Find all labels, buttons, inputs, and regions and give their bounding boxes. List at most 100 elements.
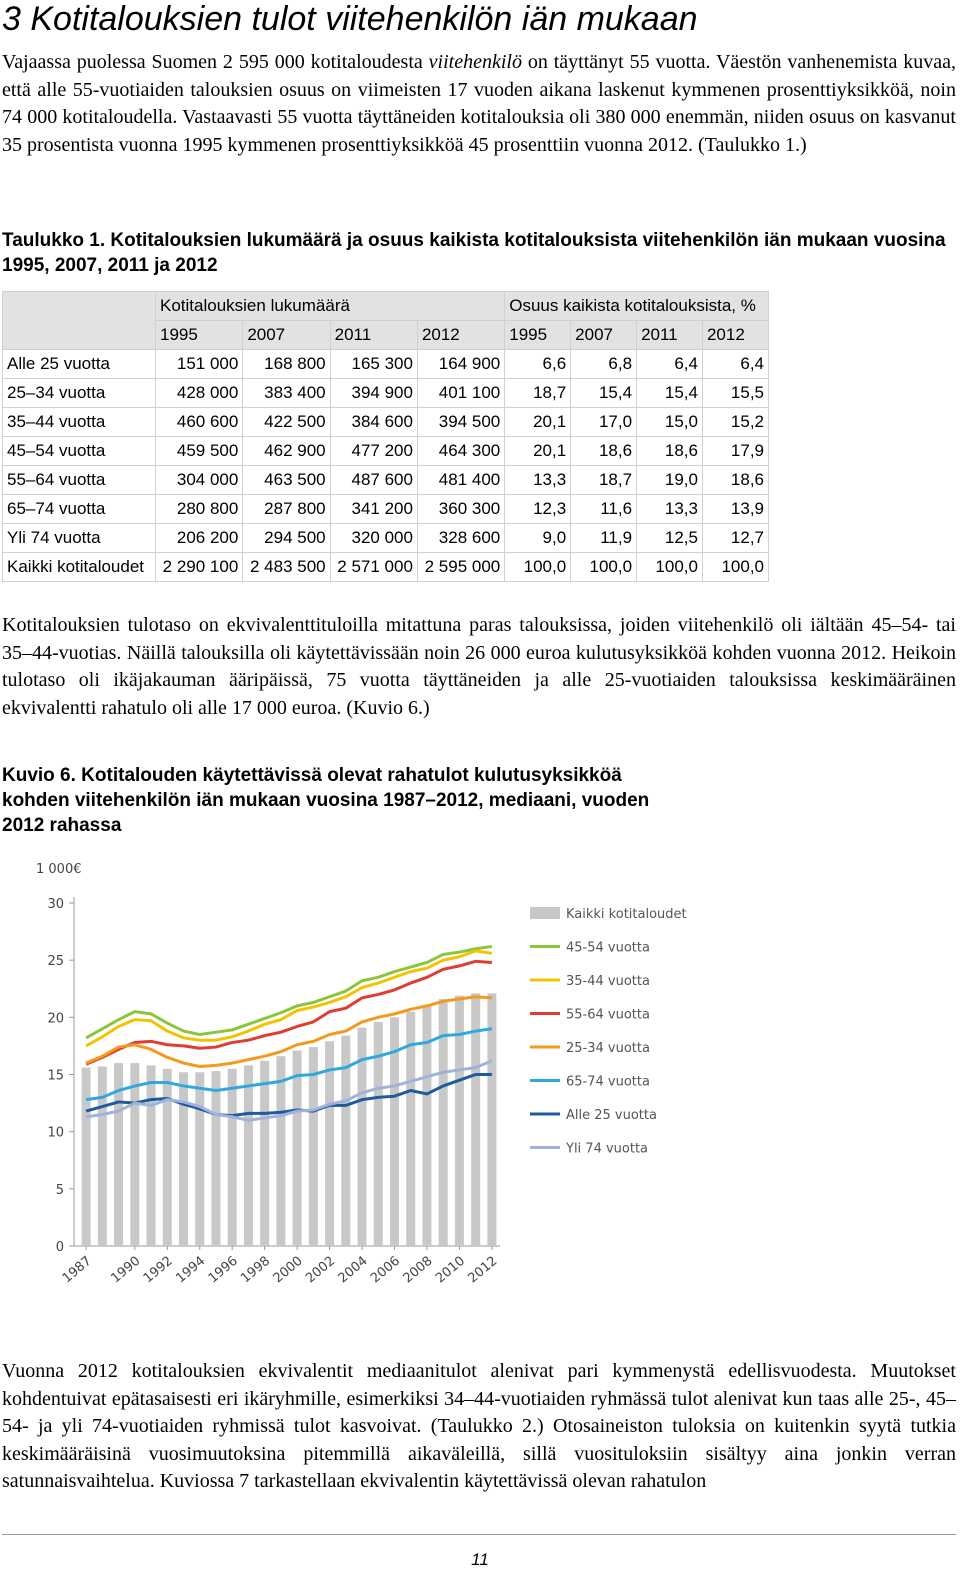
bar <box>211 1071 221 1246</box>
x-tick-label: 1998 <box>238 1254 273 1287</box>
x-tick-label: 2012 <box>465 1254 500 1287</box>
table-cell: 15,0 <box>636 407 703 437</box>
table-cell: 463 500 <box>242 465 331 495</box>
x-tick-label: 2002 <box>303 1254 338 1287</box>
table-cell: 18,7 <box>570 465 638 495</box>
bar <box>97 1066 107 1246</box>
year-header: 2007 <box>242 320 331 350</box>
table-cell: 17,9 <box>701 436 770 466</box>
table-row: 65–74 vuotta 280 800 287 800 341 200 360 300… <box>2 494 770 524</box>
x-tick-label: 2010 <box>433 1254 468 1287</box>
table-cell: 422 500 <box>242 407 331 437</box>
paragraph: Vajaassa puolessa Suomen 2 595 000 kotit… <box>2 49 956 159</box>
line-series <box>85 995 492 1068</box>
x-tick-label: 2006 <box>368 1254 403 1287</box>
table-cell: 477 200 <box>329 436 418 466</box>
bar <box>276 1056 286 1246</box>
table-cell: 9,0 <box>504 523 572 553</box>
bar <box>292 1050 302 1246</box>
table-cell: 464 300 <box>416 436 506 466</box>
header-row: Kotitalouksien lukumäärä Osuus kaikista k… <box>2 291 769 350</box>
bar <box>471 993 481 1246</box>
bar <box>390 1017 399 1246</box>
bar <box>308 1047 318 1246</box>
bar <box>243 1065 253 1246</box>
table-cell: 394 900 <box>329 378 418 408</box>
year-header: 2012 <box>701 320 770 350</box>
figure-caption: Kuvio 6. Kotitalouden käytettävissä olev… <box>2 765 650 836</box>
table-cell: 151 000 <box>154 349 244 379</box>
line-series <box>85 1027 493 1102</box>
table-cell: 328 600 <box>416 523 506 553</box>
table-cell: 18,6 <box>701 465 770 495</box>
legend-label: Kaikki kotitaloudet <box>566 907 687 922</box>
row-label: Kaikki kotitaloudet <box>2 552 156 582</box>
table-cell: 384 600 <box>329 407 418 437</box>
table-cell: 2 290 100 <box>154 552 244 582</box>
legend-label: 55-64 vuotta <box>566 1008 650 1023</box>
bar <box>227 1068 237 1246</box>
legend-label: Alle 25 vuotta <box>566 1108 657 1123</box>
legend-label: 35-44 vuotta <box>566 974 650 989</box>
table-cell: 6,4 <box>636 349 703 379</box>
table-cell: 165 300 <box>329 349 418 379</box>
table-cell: 13,3 <box>504 465 572 495</box>
table-cell: 6,4 <box>701 349 770 379</box>
bar <box>162 1068 172 1246</box>
bar <box>325 1041 335 1246</box>
bar <box>81 1067 91 1246</box>
row-label: 45–54 vuotta <box>2 436 156 466</box>
x-tick-label: 2000 <box>271 1254 306 1287</box>
table-cell: 20,1 <box>504 436 572 466</box>
table-cell: 18,7 <box>504 378 572 408</box>
table-cell: 6,8 <box>570 349 638 379</box>
table-cell: 11,6 <box>570 494 638 524</box>
table-cell: 164 900 <box>416 349 506 379</box>
table-cell: 394 500 <box>416 407 506 437</box>
table-cell: 360 300 <box>416 494 506 524</box>
year-header: 1995 <box>504 320 572 350</box>
table-cell: 487 600 <box>329 465 418 495</box>
y-tick-label: 5 <box>56 1183 64 1198</box>
legend-label: 65-74 vuotta <box>566 1075 650 1090</box>
table-cell: 15,2 <box>701 407 770 437</box>
table-cell: 100,0 <box>701 552 770 582</box>
table-cell: 304 000 <box>154 465 244 495</box>
bar <box>373 1021 383 1246</box>
legend-label: Yli 74 vuotta <box>565 1142 648 1157</box>
x-tick-label: 2008 <box>401 1254 436 1287</box>
table-row: 45–54 vuotta 459 500 462 900 477 200 464 300… <box>2 436 770 466</box>
table-cell: 19,0 <box>636 465 703 495</box>
table-row: 25–34 vuotta 428 000 383 400 394 900 401 100… <box>2 378 770 408</box>
page-number: 11 <box>471 1550 489 1569</box>
table-row: 35–44 vuotta 460 600 422 500 384 600 394 500… <box>2 407 770 437</box>
table-cell: 17,0 <box>570 407 638 437</box>
table-cell: 460 600 <box>154 407 244 437</box>
bar <box>146 1065 156 1246</box>
y-tick-label: 0 <box>56 1240 64 1255</box>
row-label: Yli 74 vuotta <box>2 523 156 553</box>
page-title: 3 Kotitalouksien tulot viitehenkilön iän… <box>2 0 698 38</box>
bar <box>195 1072 205 1246</box>
y-tick-label: 10 <box>47 1126 64 1141</box>
y-tick-label: 25 <box>47 954 64 969</box>
year-header: 2011 <box>636 320 703 350</box>
bar <box>422 1005 432 1246</box>
row-label: 65–74 vuotta <box>2 494 156 524</box>
group-header: Osuus kaikista kotitalouksista, % <box>504 291 769 321</box>
year-header: 2007 <box>570 320 638 350</box>
bar <box>260 1060 270 1246</box>
table-cell: 462 900 <box>242 436 331 466</box>
x-tick-label: 1990 <box>108 1254 143 1287</box>
row-label: 25–34 vuotta <box>2 378 156 408</box>
x-tick-label: 1994 <box>173 1254 208 1287</box>
row-label: 55–64 vuotta <box>2 465 156 495</box>
footer-rule <box>2 1534 956 1535</box>
table-caption: Taulukko 1. Kotitalouksien lukumäärä ja … <box>2 230 946 276</box>
table-cell: 401 100 <box>416 378 506 408</box>
bar <box>341 1035 351 1246</box>
table-cell: 280 800 <box>154 494 244 524</box>
table: Kotitalouksien lukumäärä Osuus kaikista k… <box>2 291 770 582</box>
table-cell: 13,3 <box>636 494 703 524</box>
line-series <box>85 1073 492 1118</box>
